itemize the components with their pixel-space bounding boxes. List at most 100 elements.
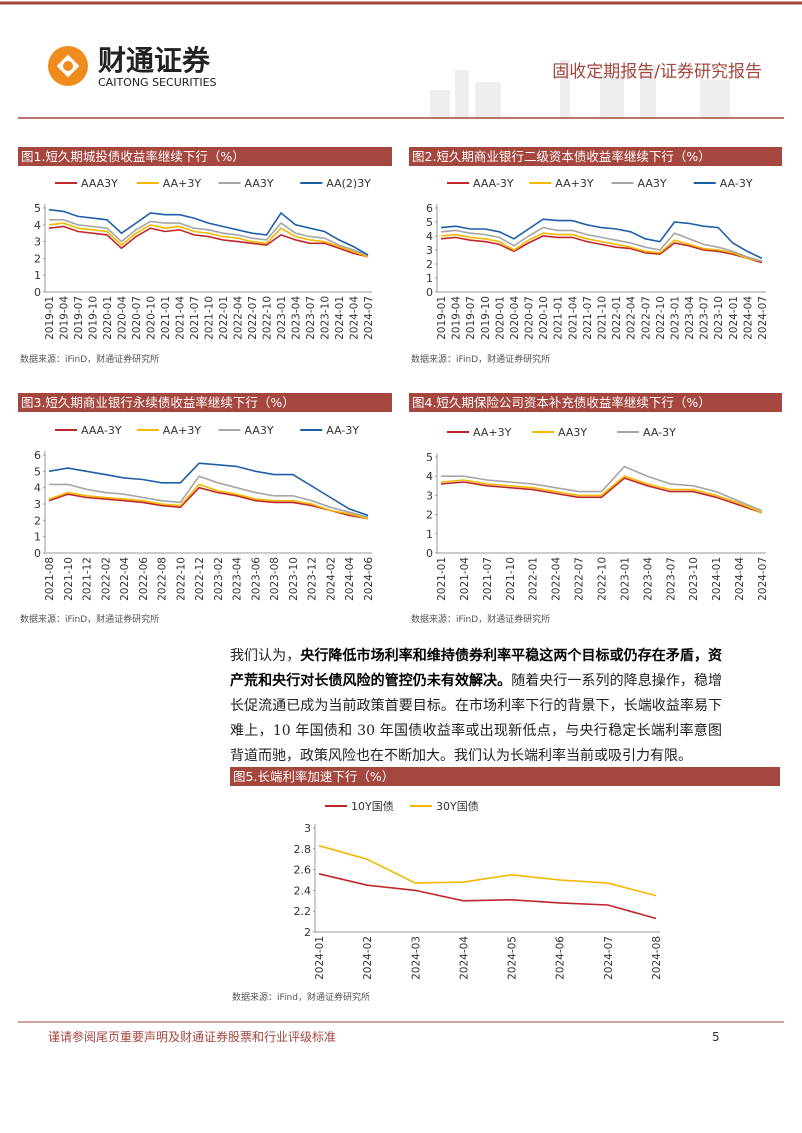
x-tick-label: 2024-01: [314, 936, 326, 980]
title-bar: [409, 393, 782, 412]
source: 数据来源：iFinD，财通证券研究所: [411, 353, 550, 365]
y-tick-label: 1: [34, 269, 41, 282]
y-tick-label: 0: [426, 547, 433, 560]
series-line: [48, 483, 369, 520]
series-line: [49, 219, 369, 256]
series-line: [440, 232, 763, 262]
x-tick-label: 2022-01: [528, 557, 540, 601]
series-line: [440, 218, 763, 260]
x-tick-label: 2021-10: [63, 557, 75, 601]
x-tick-label: 2023-01: [619, 557, 631, 601]
title-bar: [18, 393, 392, 412]
y-tick-label: 2: [426, 509, 433, 522]
legend-label: AAA-3Y: [473, 177, 514, 190]
x-tick-label: 2021-08: [44, 557, 56, 601]
legend-label: AAA3Y: [81, 177, 118, 190]
y-tick-label: 2: [426, 258, 433, 271]
x-tick-label: 2022-10: [597, 557, 609, 601]
series-line: [48, 222, 369, 258]
legend-label: 10Y国债: [351, 799, 394, 813]
x-tick-label: 2020-01: [102, 296, 114, 340]
x-tick-label: 2024-01: [711, 557, 723, 601]
y-tick-label: 4: [34, 482, 41, 495]
x-tick-label: 2019-04: [59, 296, 71, 340]
series-line: [440, 475, 763, 514]
logo-en: CAITONG SECURITIES: [98, 76, 217, 89]
x-tick-label: 2020-04: [509, 296, 521, 340]
legend-label: AAA-3Y: [81, 424, 122, 437]
x-tick-label: 2022-07: [247, 296, 259, 340]
x-tick-label: 2023-07: [699, 296, 711, 340]
x-tick-label: 2022-06: [138, 557, 150, 601]
series-line: [440, 477, 763, 514]
series-line: [440, 226, 763, 262]
x-tick-label: 2019-01: [436, 296, 448, 340]
x-tick-label: 2023-04: [291, 296, 303, 340]
x-tick-label: 2022-07: [574, 557, 586, 601]
source: 数据来源：iFinD，财通证券研究所: [411, 613, 550, 625]
y-tick-label: 1: [34, 531, 41, 544]
y-tick-label: 3: [34, 498, 41, 511]
x-tick-label: 2022-04: [119, 557, 131, 601]
x-tick-label: 2020-04: [117, 296, 129, 340]
legend-label: AA(2)3Y: [326, 177, 371, 190]
x-tick-label: 2022-01: [611, 296, 623, 340]
x-tick-label: 2022-10: [655, 296, 667, 340]
x-tick-label: 2022-12: [194, 557, 206, 601]
y-tick-label: 0: [426, 286, 433, 299]
chart-title: 图1.短久期城投债收益率继续下行（%）: [21, 149, 245, 164]
x-tick-label: 2021-04: [567, 296, 579, 340]
x-tick-label: 2024-01: [728, 296, 740, 340]
x-tick-label: 2024-04: [458, 936, 470, 980]
report-type: 固收定期报告/证券研究报告: [552, 62, 762, 82]
y-tick-label: 2.4: [294, 884, 312, 897]
legend-label: AA-3Y: [720, 177, 753, 190]
x-tick-label: 2021-07: [189, 296, 201, 340]
legend-label: AA3Y: [558, 426, 587, 439]
y-tick-label: 0: [34, 547, 41, 560]
y-tick-label: 3: [34, 236, 41, 249]
legend-label: AA+3Y: [555, 177, 594, 190]
legend-label: AA+3Y: [163, 177, 202, 190]
y-tick-label: 5: [426, 451, 433, 464]
y-tick-label: 0: [34, 286, 41, 299]
source: 数据来源：iFind，财通证券研究所: [232, 991, 370, 1003]
x-tick-label: 2024-07: [363, 296, 375, 340]
x-tick-label: 2024-04: [742, 296, 754, 340]
series-line: [318, 844, 657, 897]
x-tick-label: 2022-01: [218, 296, 230, 340]
x-tick-label: 2019-07: [73, 296, 85, 340]
y-tick-label: 2.8: [294, 843, 312, 856]
series-line: [49, 475, 369, 518]
x-tick-label: 2023-10: [713, 296, 725, 340]
legend-label: AA3Y: [245, 177, 274, 190]
logo-icon: [48, 46, 88, 86]
x-tick-label: 2023-01: [276, 296, 288, 340]
x-tick-label: 2024-02: [325, 557, 337, 601]
x-tick-label: 2024-01: [334, 296, 346, 340]
x-tick-label: 2023-04: [642, 557, 654, 601]
series-line: [48, 208, 369, 256]
x-tick-label: 2024-03: [410, 936, 422, 980]
x-tick-label: 2024-07: [603, 936, 615, 980]
x-tick-label: 2024-02: [362, 936, 374, 980]
x-tick-label: 2019-01: [44, 296, 56, 340]
chart-title: 图2.短久期商业银行二级资本债收益率继续下行（%）: [412, 149, 711, 164]
x-tick-label: 2019-07: [465, 296, 477, 340]
x-tick-label: 2023-04: [232, 557, 244, 601]
x-tick-label: 2024-05: [507, 936, 519, 980]
series-line: [440, 235, 763, 264]
x-tick-label: 2021-07: [482, 557, 494, 601]
x-tick-label: 2024-07: [757, 296, 769, 340]
y-tick-label: 5: [34, 202, 41, 215]
x-tick-label: 2020-10: [146, 296, 158, 340]
y-tick-label: 3: [426, 244, 433, 257]
chart-title: 图3.短久期商业银行永续债收益率继续下行（%）: [21, 395, 295, 410]
x-tick-label: 2020-01: [494, 296, 506, 340]
legend-label: AA3Y: [638, 177, 667, 190]
chart-title: 图5.长端利率加速下行（%）: [233, 769, 394, 784]
x-tick-label: 2020-07: [131, 296, 143, 340]
y-tick-label: 2: [34, 252, 41, 265]
y-tick-label: 2: [34, 514, 41, 527]
